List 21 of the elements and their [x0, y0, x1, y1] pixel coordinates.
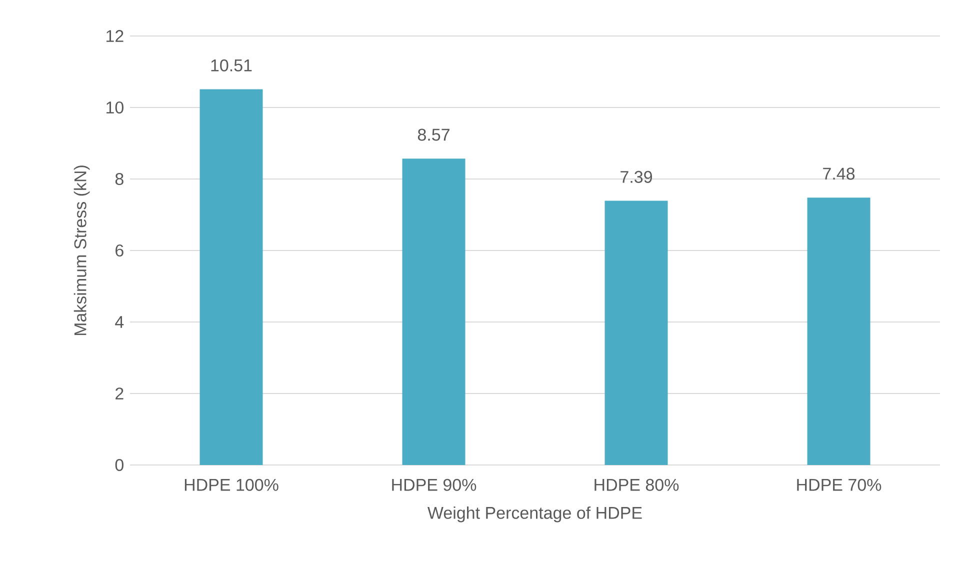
- data-label: 7.48: [823, 168, 855, 180]
- y-tick-label: 10: [106, 101, 124, 114]
- x-tick-label: HDPE 70%: [797, 478, 882, 491]
- data-label: 8.57: [418, 128, 450, 141]
- y-tick-label: 2: [116, 388, 124, 400]
- x-tick-label: HDPE 80%: [594, 478, 679, 491]
- data-label: 7.39: [620, 170, 652, 183]
- bar: [402, 158, 466, 465]
- y-tick-label: 4: [115, 316, 124, 328]
- y-axis-title: Maksimum Stress (kN): [74, 166, 90, 336]
- x-tick-label: HDPE 100%: [184, 478, 278, 491]
- y-tick-label: 0: [115, 458, 124, 472]
- x-axis-title: Weight Percentage of HDPE: [428, 506, 642, 522]
- x-tick-label: HDPE 90%: [392, 478, 476, 491]
- data-label: 10.51: [211, 59, 252, 72]
- y-tick-label: 8: [115, 172, 124, 186]
- y-tick-label: 6: [116, 244, 124, 257]
- bar: [604, 200, 668, 465]
- bar: [807, 198, 870, 465]
- bar: [200, 89, 263, 465]
- y-tick-label: 12: [106, 30, 124, 42]
